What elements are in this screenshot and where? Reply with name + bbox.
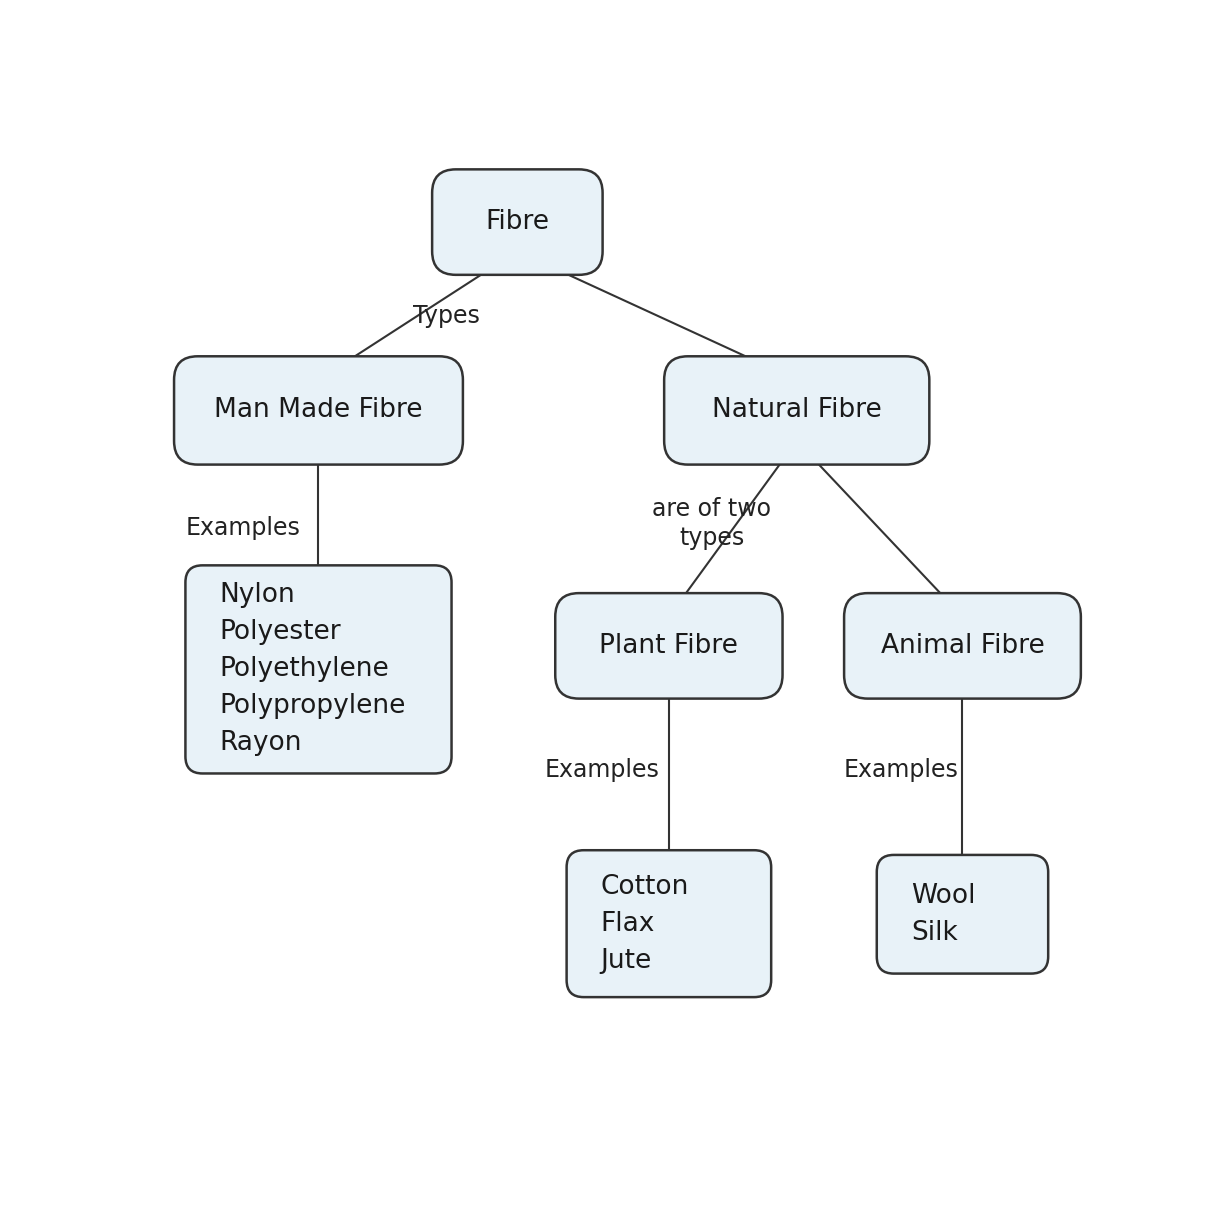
FancyBboxPatch shape bbox=[876, 855, 1048, 974]
Text: Cotton
Flax
Jute: Cotton Flax Jute bbox=[601, 873, 689, 974]
Text: Fibre: Fibre bbox=[485, 209, 550, 235]
Text: Examples: Examples bbox=[186, 516, 301, 541]
FancyBboxPatch shape bbox=[186, 565, 452, 773]
Text: Plant Fibre: Plant Fibre bbox=[600, 632, 738, 659]
Text: Animal Fibre: Animal Fibre bbox=[881, 632, 1045, 659]
Text: Man Made Fibre: Man Made Fibre bbox=[214, 397, 423, 423]
Text: Examples: Examples bbox=[843, 758, 958, 783]
Text: Wool
Silk: Wool Silk bbox=[910, 883, 975, 945]
Text: Types: Types bbox=[413, 305, 480, 328]
FancyBboxPatch shape bbox=[433, 169, 602, 275]
Text: Nylon
Polyester
Polyethylene
Polypropylene
Rayon: Nylon Polyester Polyethylene Polypropyle… bbox=[220, 582, 406, 756]
FancyBboxPatch shape bbox=[567, 850, 771, 997]
FancyBboxPatch shape bbox=[844, 593, 1080, 698]
Text: are of two
types: are of two types bbox=[653, 497, 771, 550]
FancyBboxPatch shape bbox=[555, 593, 782, 698]
Text: Examples: Examples bbox=[544, 758, 659, 783]
FancyBboxPatch shape bbox=[174, 356, 463, 465]
FancyBboxPatch shape bbox=[665, 356, 930, 465]
Text: Natural Fibre: Natural Fibre bbox=[712, 397, 881, 423]
